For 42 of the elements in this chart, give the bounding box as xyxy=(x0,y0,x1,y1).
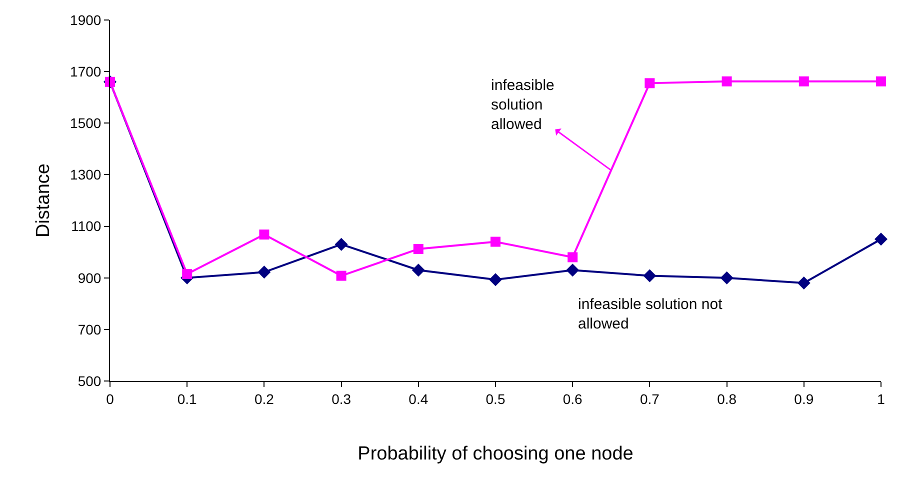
y-tick-label: 700 xyxy=(78,321,102,338)
y-tick-label: 500 xyxy=(78,372,102,389)
annotation: infeasible solution not allowed xyxy=(578,296,724,332)
x-tick-label: 0.9 xyxy=(794,390,814,407)
y-axis-title: Distance xyxy=(32,164,54,238)
point xyxy=(720,271,734,284)
y-tick-label: 1300 xyxy=(70,166,102,183)
point xyxy=(722,76,732,86)
y-tick-label: 1100 xyxy=(71,218,102,234)
y-tick-label: 1500 xyxy=(70,115,102,132)
point xyxy=(334,238,348,251)
x-tick-label: 0.1 xyxy=(177,390,198,407)
x-tick-label: 0.8 xyxy=(717,390,737,407)
point xyxy=(259,230,270,240)
x-tick-label: 0 xyxy=(106,390,114,407)
point xyxy=(797,276,810,290)
point xyxy=(336,270,346,281)
x-tick-label: 0.3 xyxy=(332,390,352,407)
point xyxy=(874,232,888,246)
point xyxy=(876,76,886,86)
x-tick-label: 0.6 xyxy=(562,390,583,407)
point xyxy=(643,269,656,282)
point xyxy=(566,264,580,277)
x-tick-label: 0.7 xyxy=(640,390,660,407)
point xyxy=(412,264,425,277)
x-axis-title: Probability of choosing one node xyxy=(358,444,634,465)
x-tick-label: 0.2 xyxy=(254,390,274,407)
point xyxy=(798,76,809,86)
point xyxy=(489,273,502,286)
point xyxy=(490,236,500,247)
x-tick-label: 1 xyxy=(877,390,886,407)
point xyxy=(644,78,655,88)
y-tick-label: 900 xyxy=(78,270,102,286)
point xyxy=(182,268,192,279)
x-tick-label: 0.4 xyxy=(408,390,428,407)
y-tick-label: 1900 xyxy=(70,12,102,28)
point xyxy=(413,244,424,254)
annotation: infeasible solution allowed xyxy=(491,77,554,133)
point xyxy=(568,252,578,262)
y-tick-label: 1700 xyxy=(70,63,102,80)
x-tick-label: 0.5 xyxy=(486,390,506,407)
point xyxy=(258,266,271,279)
